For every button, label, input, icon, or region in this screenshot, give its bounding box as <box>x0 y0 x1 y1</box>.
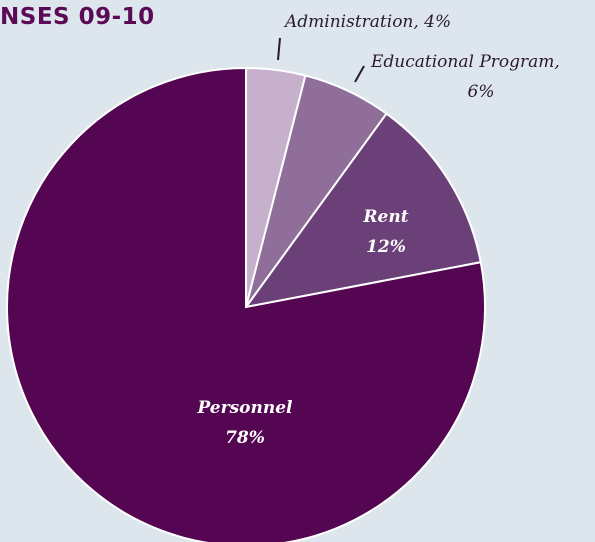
administration-leader-line <box>277 37 281 61</box>
personnel-label-name: Personnel <box>196 398 293 418</box>
pie-slice-rent <box>243 112 482 309</box>
rent-label-value: 12% <box>366 237 406 257</box>
pie-slices <box>6 66 486 542</box>
chart-title: NSES 09-10 <box>0 4 155 30</box>
administration-label: Administration, 4% <box>283 12 451 32</box>
educational-program-label-line1: Educational Program, <box>370 52 560 72</box>
pie-slice-personnel <box>6 66 486 542</box>
personnel-label-value: 78% <box>225 428 265 448</box>
educational-program-leader-line <box>354 65 365 83</box>
rent-label-name: Rent <box>362 207 408 227</box>
educational-program-label-line2: 6% <box>468 82 495 102</box>
